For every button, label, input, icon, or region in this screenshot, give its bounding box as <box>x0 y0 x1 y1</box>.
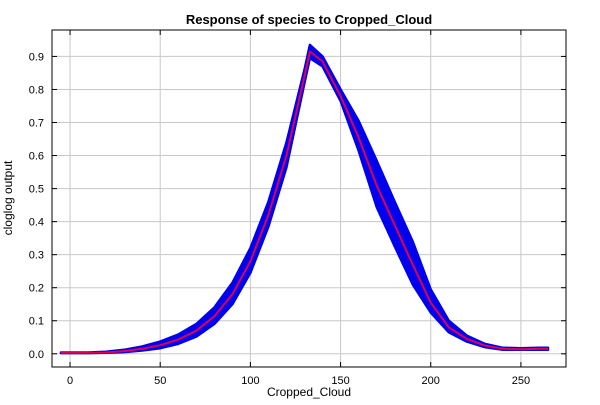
y-tick-label: 0.4 <box>29 217 44 229</box>
plot-frame <box>51 29 567 368</box>
x-tick-label: 50 <box>154 375 166 387</box>
mean-line-layer <box>61 50 548 354</box>
x-axis-label: Cropped_Cloud <box>267 385 351 399</box>
x-tick-label: 150 <box>331 375 349 387</box>
y-tick-label: 0.2 <box>29 283 44 295</box>
y-tick-label: 0.8 <box>29 84 44 96</box>
x-tick-label: 200 <box>422 375 440 387</box>
mean-response-line <box>61 50 548 354</box>
y-axis-label: cloglog output <box>1 160 15 235</box>
y-tick-label: 0.5 <box>29 184 44 196</box>
y-tick-label: 0.6 <box>29 151 44 163</box>
x-tick-label: 250 <box>512 375 530 387</box>
y-tick-label: 0.3 <box>29 250 44 262</box>
sd-band <box>59 43 550 355</box>
x-tick-label: 100 <box>241 375 259 387</box>
y-tick-label: 0.0 <box>29 349 44 361</box>
tick-layer: 0 50 100 150 200 250 0.0 0.1 0.2 0.3 0.4 0.5 0.6 0.7 0… <box>29 30 566 387</box>
y-tick-label: 0.1 <box>29 316 44 328</box>
grid-layer <box>52 30 566 367</box>
x-tick-label: 0 <box>67 375 73 387</box>
chart-title: Response of species to Cropped_Cloud <box>186 12 432 27</box>
sd-band-layer <box>59 43 550 355</box>
y-tick-label: 0.7 <box>29 118 44 130</box>
y-tick-label: 0.9 <box>29 51 44 63</box>
